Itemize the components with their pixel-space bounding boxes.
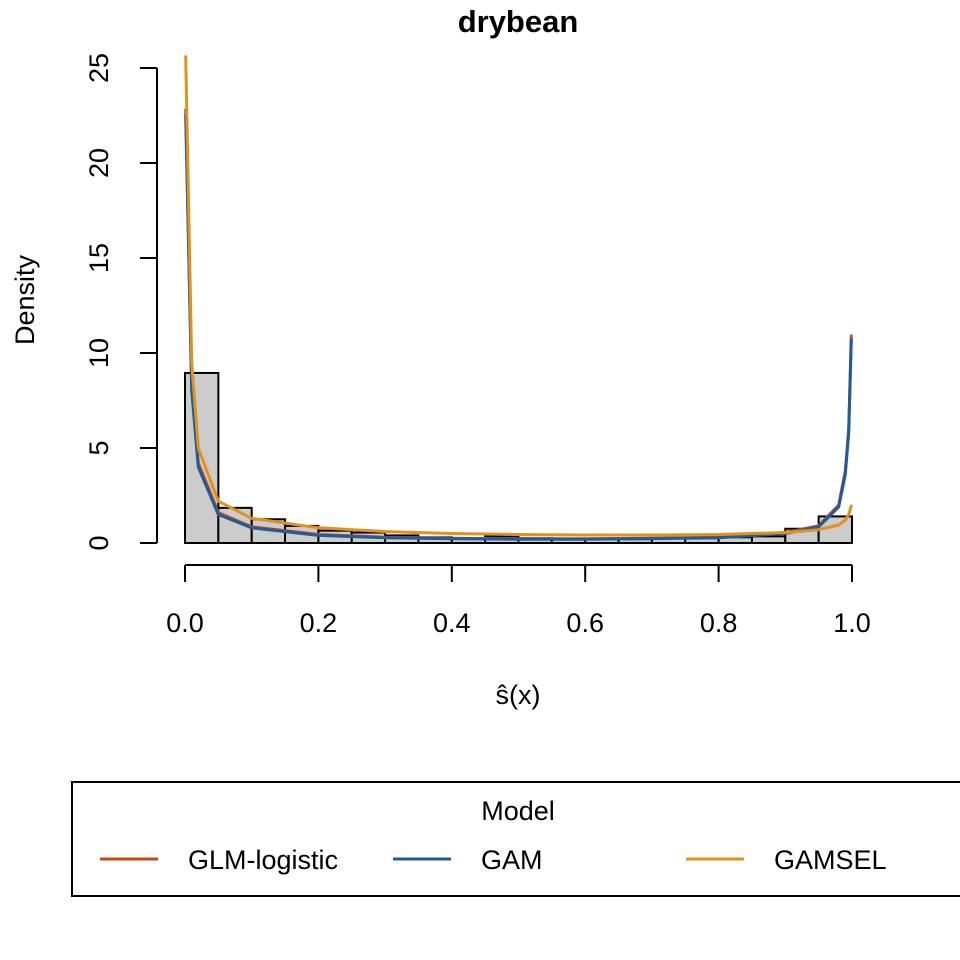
x-tick-label: 0.4 — [433, 608, 471, 638]
series-line — [184, 108, 853, 541]
y-tick-label: 15 — [84, 243, 114, 273]
legend-entry-label: GAMSEL — [774, 845, 887, 875]
legend-entry-label: GAM — [481, 845, 543, 875]
y-tick-label: 25 — [84, 53, 114, 83]
legend-entry-label: GLM-logistic — [188, 845, 338, 875]
x-tick-label: 0.8 — [700, 608, 738, 638]
y-axis-label: Density — [10, 254, 40, 345]
histogram-bars — [184, 371, 854, 545]
legend-box — [71, 781, 960, 897]
legend: Model GLM-logistic GAM GAMSEL — [71, 781, 960, 897]
series-line — [184, 55, 853, 537]
x-tick-label: 0.2 — [300, 608, 338, 638]
x-axis-label: ŝ(x) — [496, 680, 541, 710]
y-tick-label: 0 — [84, 535, 114, 550]
x-tick-label: 1.0 — [833, 608, 871, 638]
x-tick-label: 0.0 — [166, 608, 204, 638]
chart-title: drybean — [458, 4, 579, 39]
density-curves — [184, 55, 853, 541]
series-line — [184, 114, 853, 541]
histogram-bar — [750, 535, 787, 544]
x-axis: 0.0 0.2 0.4 0.6 0.8 1.0 — [166, 564, 871, 638]
y-tick-label: 5 — [84, 440, 114, 455]
x-tick-label: 0.6 — [566, 608, 604, 638]
legend-title: Model — [481, 796, 555, 826]
y-tick-label: 10 — [84, 338, 114, 368]
svg-text:ŝ(x): ŝ(x) — [496, 680, 541, 710]
y-tick-label: 20 — [84, 148, 114, 178]
y-axis: 0 5 10 15 20 25 — [84, 53, 158, 551]
